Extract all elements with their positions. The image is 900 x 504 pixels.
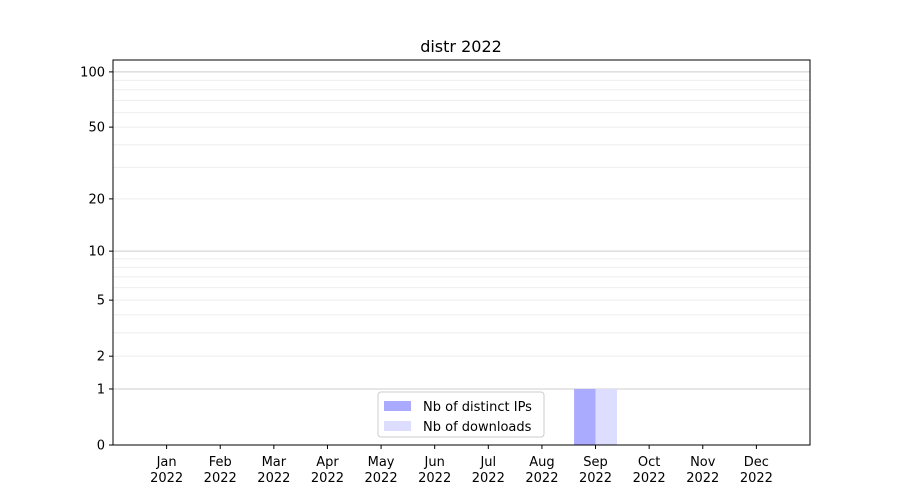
x-tick-label-month: Jan bbox=[156, 455, 177, 470]
x-tick-label-month: Dec bbox=[744, 455, 769, 470]
x-tick-label-year: 2022 bbox=[740, 471, 773, 486]
legend-swatch bbox=[384, 401, 411, 411]
y-tick-label: 10 bbox=[88, 245, 105, 260]
x-tick-label-month: Feb bbox=[209, 455, 232, 470]
bar-distinct-ips bbox=[574, 388, 596, 445]
bars bbox=[574, 388, 617, 445]
x-tick-label-year: 2022 bbox=[686, 471, 719, 486]
legend-label: Nb of distinct IPs bbox=[423, 400, 532, 415]
legend-swatch bbox=[384, 421, 411, 431]
x-tick-label-year: 2022 bbox=[633, 471, 666, 486]
y-tick-label: 100 bbox=[80, 65, 105, 80]
x-tick-label-month: Apr bbox=[316, 455, 339, 470]
y-axis: 0 1 2 5 10 20 50 100 bbox=[80, 65, 113, 454]
x-tick-label-year: 2022 bbox=[311, 471, 344, 486]
x-tick-label-month: Mar bbox=[262, 455, 287, 470]
x-tick-label-year: 2022 bbox=[418, 471, 451, 486]
plot-frame bbox=[112, 59, 811, 446]
y-tick-label: 50 bbox=[88, 121, 105, 136]
x-tick-label-year: 2022 bbox=[365, 471, 398, 486]
x-tick-label-year: 2022 bbox=[472, 471, 505, 486]
x-tick-label-year: 2022 bbox=[204, 471, 237, 486]
x-axis: Jan2022Feb2022Mar2022Apr2022May2022Jun20… bbox=[150, 445, 773, 486]
x-tick-label-month: Aug bbox=[529, 455, 554, 470]
x-tick-label-month: May bbox=[368, 455, 395, 470]
x-tick-label-year: 2022 bbox=[150, 471, 183, 486]
legend-box bbox=[377, 391, 545, 438]
legend-label: Nb of downloads bbox=[423, 420, 532, 435]
y-tick-label: 0 bbox=[97, 439, 105, 454]
y-tick-label: 2 bbox=[97, 350, 105, 365]
x-tick-label-month: Oct bbox=[638, 455, 660, 470]
x-tick-label-year: 2022 bbox=[257, 471, 290, 486]
y-tick-label: 5 bbox=[97, 294, 105, 309]
legend: Nb of distinct IPs Nb of downloads bbox=[377, 391, 545, 438]
chart-title: distr 2022 bbox=[420, 37, 502, 56]
y-tick-label: 1 bbox=[97, 382, 105, 397]
bar-downloads bbox=[595, 388, 617, 445]
x-tick-label-month: Jun bbox=[424, 455, 445, 470]
x-tick-label-month: Jul bbox=[479, 455, 496, 470]
x-tick-label-year: 2022 bbox=[579, 471, 612, 486]
x-tick-label-month: Sep bbox=[583, 455, 608, 470]
x-tick-label-month: Nov bbox=[690, 455, 716, 470]
y-tick-label: 20 bbox=[88, 192, 105, 207]
grid bbox=[113, 71, 810, 390]
x-tick-label-year: 2022 bbox=[525, 471, 558, 486]
